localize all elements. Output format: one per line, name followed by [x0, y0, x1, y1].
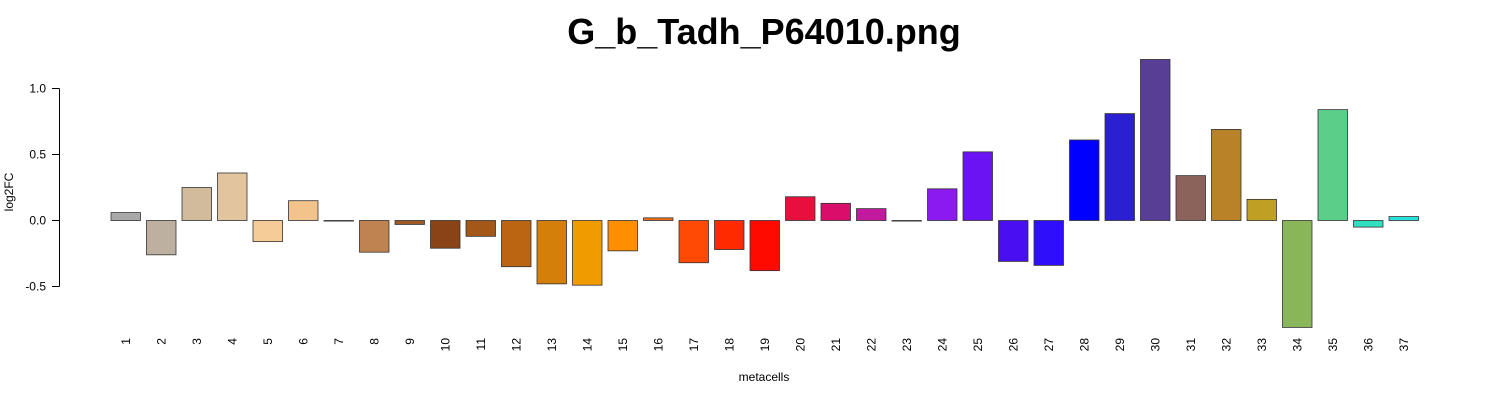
- bar-14: [572, 220, 603, 286]
- x-category-label: 1: [119, 338, 133, 345]
- bar-7: [323, 220, 354, 222]
- bar-5: [252, 220, 283, 243]
- bar-24: [927, 188, 958, 221]
- bar-10: [430, 220, 461, 249]
- bar-34: [1282, 220, 1313, 328]
- bar-32: [1211, 129, 1242, 221]
- x-category-label: 13: [545, 338, 559, 352]
- bar-27: [1033, 220, 1064, 266]
- x-category-label: 21: [829, 338, 843, 352]
- y-axis-ticks: -0.5 0.0 0.5 1.0: [25, 82, 60, 294]
- y-tick-label: 0.0: [29, 214, 46, 228]
- x-category-label: 14: [580, 338, 594, 352]
- x-category-label: 6: [296, 338, 310, 345]
- x-category-label: 30: [1148, 338, 1162, 352]
- bar-22: [856, 208, 887, 221]
- bar-20: [785, 196, 816, 221]
- bar-9: [394, 220, 425, 225]
- bar-16: [643, 217, 674, 221]
- bar-26: [998, 220, 1029, 262]
- x-category-label: 4: [225, 338, 239, 345]
- bar-13: [536, 220, 567, 285]
- bar-23: [891, 220, 922, 222]
- x-category-label: 32: [1219, 338, 1233, 352]
- x-category-label: 12: [509, 338, 523, 352]
- x-category-label: 25: [971, 338, 985, 352]
- bar-18: [714, 220, 745, 250]
- x-category-label: 9: [403, 338, 417, 345]
- x-category-label: 31: [1184, 338, 1198, 352]
- bar-35: [1317, 109, 1348, 221]
- bars-group: [110, 59, 1419, 328]
- x-category-label: 11: [474, 338, 488, 351]
- bar-25: [962, 151, 993, 221]
- x-category-label: 23: [900, 338, 914, 352]
- bar-4: [217, 172, 248, 221]
- x-category-label: 22: [864, 338, 878, 352]
- x-category-label: 35: [1326, 338, 1340, 352]
- y-axis-label: log2FC: [2, 172, 16, 211]
- category-labels: 1 2 3 4 5 6 7 8 9 10 11 12 13 14 15 16 17 18 19 20 21 22 23 24 2…: [119, 338, 1411, 352]
- x-category-label: 27: [1042, 338, 1056, 352]
- x-category-label: 20: [793, 338, 807, 352]
- bar-36: [1353, 220, 1384, 228]
- bar-6: [288, 200, 319, 221]
- x-category-label: 28: [1077, 338, 1091, 352]
- x-category-label: 3: [190, 338, 204, 345]
- x-category-label: 7: [332, 338, 346, 345]
- bar-2: [146, 220, 177, 256]
- bar-11: [465, 220, 496, 237]
- bar-15: [607, 220, 638, 252]
- x-category-label: 2: [154, 338, 168, 345]
- y-tick-label: 1.0: [29, 82, 46, 96]
- x-category-label: 19: [758, 338, 772, 352]
- bar-28: [1069, 139, 1100, 221]
- y-tick-label: 0.5: [29, 148, 46, 162]
- bar-3: [181, 187, 212, 221]
- x-category-label: 15: [616, 338, 630, 352]
- x-category-label: 16: [651, 338, 665, 352]
- x-category-label: 10: [438, 338, 452, 352]
- bar-21: [820, 202, 851, 221]
- x-axis-label: metacells: [739, 370, 790, 384]
- x-category-label: 34: [1290, 338, 1304, 352]
- y-tick-label: -0.5: [25, 280, 46, 294]
- x-category-label: 17: [687, 338, 701, 352]
- chart-title: G_b_Tadh_P64010.png: [567, 11, 960, 52]
- x-category-label: 24: [935, 338, 949, 352]
- x-category-label: 26: [1006, 338, 1020, 352]
- bar-12: [501, 220, 532, 268]
- x-category-label: 37: [1397, 338, 1411, 352]
- x-category-label: 29: [1113, 338, 1127, 352]
- bar-19: [749, 220, 780, 272]
- bar-30: [1140, 59, 1171, 221]
- x-category-label: 5: [261, 338, 275, 345]
- bar-1: [110, 212, 141, 221]
- x-category-label: 36: [1361, 338, 1375, 352]
- x-category-label: 33: [1255, 338, 1269, 352]
- x-category-label: 18: [722, 338, 736, 352]
- bar-31: [1175, 175, 1206, 221]
- x-category-label: 8: [367, 338, 381, 345]
- bar-37: [1388, 216, 1419, 221]
- bar-17: [678, 220, 709, 264]
- bar-29: [1104, 113, 1135, 221]
- bar-8: [359, 220, 390, 253]
- bar-33: [1246, 198, 1277, 221]
